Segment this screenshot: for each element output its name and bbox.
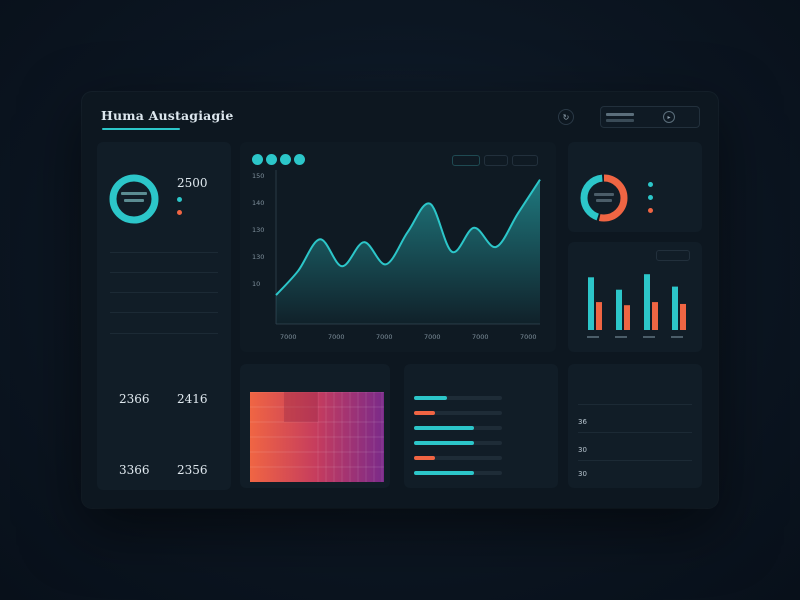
- x-tick-label: 7000: [520, 333, 537, 341]
- bar-category-label: [671, 336, 683, 338]
- row-divider: [110, 252, 218, 253]
- table-cell: 30: [578, 470, 587, 478]
- ring-chart: [109, 174, 159, 224]
- progress-bar: [414, 441, 502, 445]
- bar-chart: [587, 274, 686, 338]
- donut-label-line: [594, 193, 614, 196]
- pie-slice: [580, 174, 628, 222]
- progress-bar: [414, 456, 502, 460]
- toggle-dot[interactable]: [294, 154, 305, 165]
- range-chip[interactable]: [484, 155, 508, 166]
- toggle-dot[interactable]: [252, 154, 263, 165]
- bar: [624, 305, 630, 330]
- table-divider: [578, 404, 692, 405]
- bar-panel-badge[interactable]: [656, 250, 690, 261]
- ring-value: 2500: [177, 176, 208, 190]
- donut-panel: [568, 142, 702, 232]
- row-divider: [110, 312, 218, 313]
- bar-category-label: [615, 336, 627, 338]
- area-line: [275, 179, 541, 296]
- bar-category-label: [643, 336, 655, 338]
- progress-bar: [414, 471, 502, 475]
- search-bar-line: [606, 113, 634, 116]
- toggle-dot[interactable]: [280, 154, 291, 165]
- row-divider: [110, 333, 218, 334]
- x-tick-label: 7000: [328, 333, 345, 341]
- x-tick-label: 7000: [280, 333, 297, 341]
- area-fill: [276, 179, 540, 324]
- y-tick-label: 10: [252, 280, 260, 288]
- ring-label-line: [124, 199, 144, 202]
- header-search[interactable]: ▸: [600, 106, 700, 128]
- progress-panel: [404, 364, 558, 488]
- table-divider: [578, 460, 692, 461]
- area-chart: 150 140 130 130 10 7000 7000 7000 7000 7000 7000: [252, 170, 541, 341]
- bar-panel: [568, 242, 702, 352]
- bar: [616, 289, 622, 330]
- y-tick-label: 150: [252, 172, 264, 180]
- bar: [644, 274, 650, 330]
- stat-value: 2366: [119, 392, 150, 406]
- bar: [652, 302, 658, 330]
- toggle-dot[interactable]: [266, 154, 277, 165]
- progress-fill: [414, 456, 436, 460]
- row-divider: [110, 272, 218, 273]
- legend-dot-orange: [648, 208, 653, 213]
- range-chip[interactable]: [452, 155, 480, 166]
- bar: [672, 286, 678, 330]
- heatmap: [250, 392, 384, 482]
- y-tick-label: 130: [252, 253, 264, 261]
- ring-arc: [109, 174, 159, 224]
- pie-slice: [580, 174, 628, 222]
- refresh-icon: ↻: [562, 112, 570, 122]
- x-tick-label: 7000: [376, 333, 393, 341]
- progress-fill: [414, 471, 474, 475]
- progress-fill: [414, 411, 436, 415]
- left-panel: 2500 2366 2416 3366 2356: [97, 142, 231, 490]
- main-chart-panel: 150 140 130 130 10 7000 7000 7000 7000 7000 7000: [240, 142, 556, 352]
- bar-category-label: [587, 336, 599, 338]
- title-underline: [102, 128, 180, 130]
- row-divider: [110, 292, 218, 293]
- ring-label-line: [121, 192, 147, 195]
- donut-label-line: [596, 199, 612, 202]
- progress-bar: [414, 426, 502, 430]
- refresh-button[interactable]: ↻: [558, 109, 574, 125]
- table-cell: 30: [578, 446, 587, 454]
- play-icon[interactable]: ▸: [663, 111, 675, 123]
- x-tick-label: 7000: [472, 333, 489, 341]
- bar: [588, 277, 594, 330]
- progress-bar: [414, 411, 502, 415]
- heatmap-cell: [250, 392, 384, 482]
- app-title: Huma Austagiagie: [101, 108, 234, 123]
- stat-value: 2356: [177, 463, 208, 477]
- y-tick-label: 130: [252, 226, 264, 234]
- table-divider: [578, 432, 692, 433]
- table-cell: 36: [578, 418, 587, 426]
- donut-chart: [580, 174, 628, 222]
- progress-fill: [414, 426, 474, 430]
- y-tick-label: 140: [252, 199, 264, 207]
- heatmap-cell: [284, 392, 318, 422]
- legend-dot-teal: [177, 197, 182, 202]
- table-panel: 36 30 30: [568, 364, 702, 488]
- legend-dot-orange: [177, 210, 182, 215]
- progress-bar: [414, 396, 502, 400]
- x-tick-label: 7000: [424, 333, 441, 341]
- legend-dot-teal: [648, 182, 653, 187]
- legend-dot-teal: [648, 195, 653, 200]
- progress-fill: [414, 441, 474, 445]
- bar: [596, 302, 602, 330]
- stat-value: 2416: [177, 392, 208, 406]
- search-bar-line: [606, 119, 634, 122]
- heatmap-panel: [240, 364, 390, 488]
- range-chip[interactable]: [512, 155, 538, 166]
- stat-value: 3366: [119, 463, 150, 477]
- progress-fill: [414, 396, 448, 400]
- dashboard-window: Huma Austagiagie ↻ ▸ 2500: [82, 92, 718, 508]
- bar: [680, 303, 686, 330]
